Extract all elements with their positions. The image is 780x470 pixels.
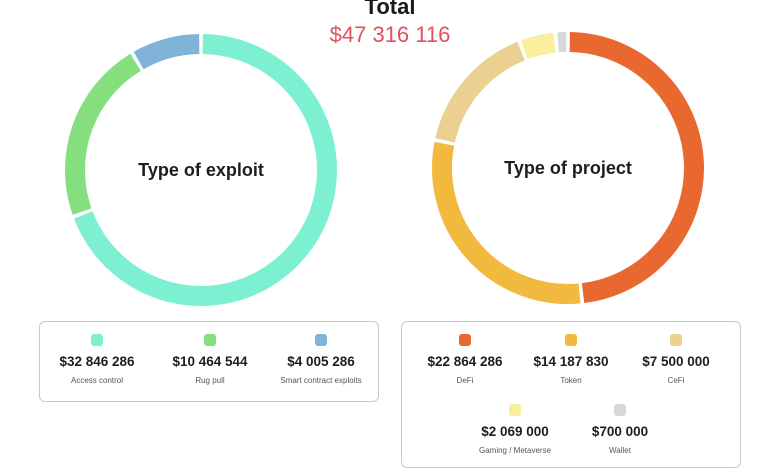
legend-item-smart-contract-exploits: $4 005 286 Smart contract exploits (261, 334, 381, 386)
project-legend: $22 864 286 DeFi $14 187 830 Token $7 50… (401, 321, 741, 468)
legend-swatch (204, 334, 216, 346)
legend-item-rug-pull: $10 464 544 Rug pull (150, 334, 270, 386)
legend-item-access-control: $32 846 286 Access control (37, 334, 157, 386)
exploit-slice-rug-pull (65, 53, 141, 215)
legend-label: Gaming / Metaverse (478, 446, 552, 455)
legend-item-defi: $22 864 286 DeFi (405, 334, 525, 386)
legend-swatch (670, 334, 682, 346)
exploit-chart-title: Type of exploit (138, 160, 264, 180)
project-slice-token (432, 141, 581, 304)
legend-amount: $14 187 830 (533, 354, 609, 369)
legend-swatch (565, 334, 577, 346)
legend-item-cefi: $7 500 000 CeFi (616, 334, 736, 386)
legend-label: Rug pull (195, 376, 225, 385)
exploit-legend: $32 846 286 Access control $10 464 544 R… (39, 321, 379, 402)
legend-amount: $700 000 (591, 424, 649, 439)
legend-item-gaming-metaverse: $2 069 000 Gaming / Metaverse (455, 404, 575, 456)
project-slice-defi (569, 32, 704, 304)
legend-amount: $2 069 000 (481, 424, 549, 439)
total-title: Total (364, 0, 416, 19)
legend-amount: $4 005 286 (287, 354, 355, 369)
exploit-donut-chart: Type of exploit (65, 34, 337, 306)
exploit-slice-smart-contract-exploits (133, 34, 200, 70)
legend-label: Token (560, 376, 582, 385)
project-slice-gaming-metaverse (520, 32, 556, 60)
legend-item-wallet: $700 000 Wallet (560, 404, 680, 456)
legend-swatch (91, 334, 103, 346)
project-donut-chart: Type of project (432, 32, 704, 304)
legend-swatch (315, 334, 327, 346)
legend-item-token: $14 187 830 Token (511, 334, 631, 386)
legend-amount: $10 464 544 (172, 354, 248, 369)
legend-label: DeFi (456, 376, 474, 385)
legend-label: Wallet (609, 446, 631, 455)
legend-amount: $32 846 286 (59, 354, 135, 369)
total-value: $47 316 116 (329, 22, 451, 47)
legend-amount: $7 500 000 (642, 354, 710, 369)
legend-swatch (459, 334, 471, 346)
exploit-slice-access-control (73, 34, 337, 306)
project-slice-cefi (435, 41, 526, 143)
legend-swatch (509, 404, 521, 416)
legend-swatch (614, 404, 626, 416)
legend-label: Access control (70, 376, 124, 385)
legend-label: CeFi (667, 376, 685, 385)
legend-amount: $22 864 286 (427, 354, 503, 369)
legend-label: Smart contract exploits (280, 376, 362, 385)
project-chart-title: Type of project (504, 158, 632, 178)
